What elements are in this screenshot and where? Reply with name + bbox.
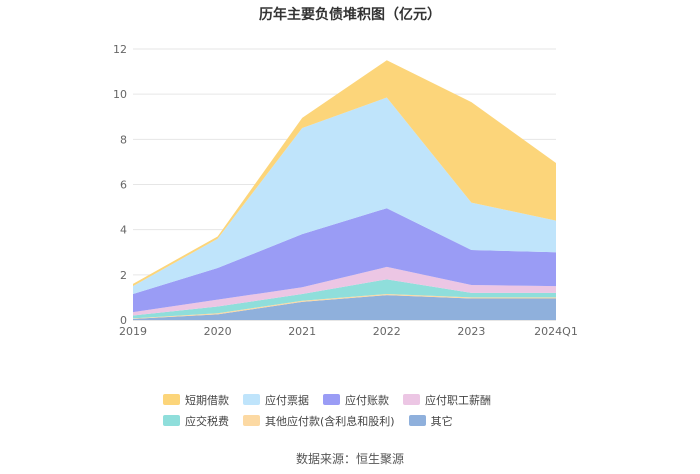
x-tick-label: 2019 [119,325,147,338]
legend-item[interactable]: 其它 [408,410,453,431]
legend-item[interactable]: 其他应付款(含利息和股利) [243,410,395,431]
legend-item[interactable]: 应付职工薪酬 [403,389,491,410]
legend-label: 应付票据 [265,393,309,407]
area-series-4 [133,208,556,313]
x-tick-label: 2022 [373,325,401,338]
legend-swatch [163,415,180,426]
area-series [133,60,556,320]
area-series-3 [133,266,556,316]
legend-item[interactable]: 应交税费 [163,410,229,431]
y-tick-label: 4 [120,224,127,237]
legend-swatch [323,394,340,405]
data-source: 数据来源：恒生聚源 [295,452,404,466]
legend-item[interactable]: 应付账款 [323,389,389,410]
legend-label: 应付职工薪酬 [425,393,491,407]
x-tick-label: 2020 [204,325,232,338]
y-tick-label: 8 [120,133,127,146]
area-series-2 [133,279,556,319]
axes: 0 2 4 6 8 10 12 2019 2020 2021 2022 2023 2024Q1 [113,43,578,338]
y-tick-label: 10 [113,88,127,101]
x-tick-label: 2023 [457,325,485,338]
area-series-0 [133,295,556,320]
legend-label: 应交税费 [185,414,229,428]
x-tick-label: 2024Q1 [534,325,578,338]
legend-label: 其它 [430,414,453,428]
legend-item[interactable]: 应付票据 [243,389,309,410]
legend-swatch [403,394,420,405]
y-tick-label: 0 [120,314,127,327]
legend-item[interactable]: 短期借款 [163,389,229,410]
y-tick-label: 12 [113,43,127,56]
legend-swatch [243,415,260,426]
chart-title: 历年主要负债堆积图（亿元） [259,7,441,23]
legend-swatch [243,394,260,405]
y-tick-label: 2 [120,269,127,282]
y-tick-label: 6 [120,179,127,192]
area-series-5 [133,97,556,295]
legend: 短期借款 应付票据 应付账款 应付职工薪酬应交税费 其他应付款(含利息和股利) 其它 [163,389,583,431]
stacked-area-chart: 0 2 4 6 8 10 12 2019 2020 2021 2022 2023 2024Q1 [113,43,578,338]
x-tick-label: 2021 [288,325,316,338]
legend-label: 其他应付款(含利息和股利) [265,414,395,428]
area-series-6 [133,60,556,287]
legend-label: 应付账款 [345,393,389,407]
legend-label: 短期借款 [185,393,229,407]
legend-swatch [163,394,180,405]
area-series-1 [133,294,556,319]
legend-swatch [408,415,426,426]
